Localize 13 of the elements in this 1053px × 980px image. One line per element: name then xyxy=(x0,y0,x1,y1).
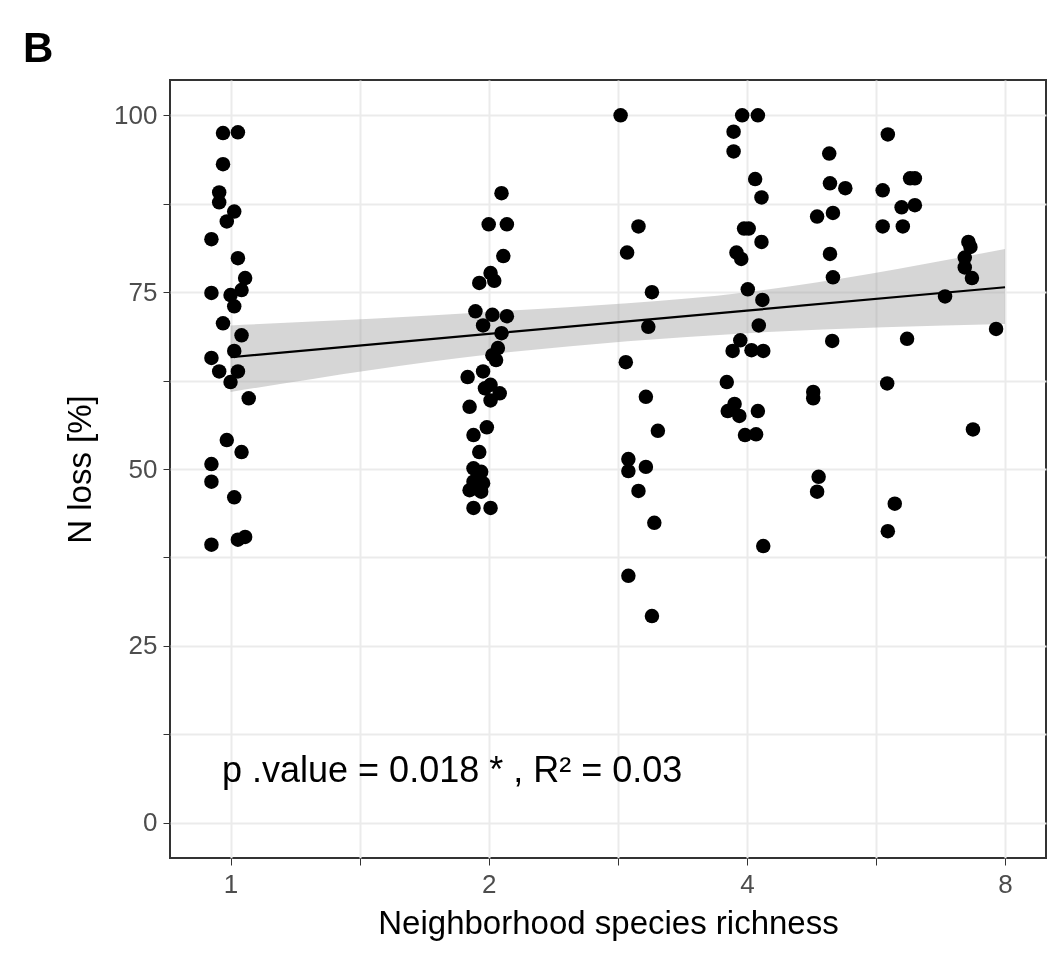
y-tick-label: 0 xyxy=(143,807,158,838)
y-axis-title: N loss [%] xyxy=(61,395,99,544)
chart-title: B xyxy=(23,24,54,71)
y-tick-label: 25 xyxy=(128,630,158,661)
x-tick-label: 4 xyxy=(740,868,755,899)
x-axis-title: Neighborhood species richness xyxy=(378,903,839,941)
x-tick-label: 8 xyxy=(998,868,1013,899)
y-tick-label: 75 xyxy=(128,276,158,307)
y-tick-label: 100 xyxy=(114,99,158,130)
annotation: p .value = 0.018 * , R² = 0.03 xyxy=(222,749,683,790)
y-tick-label: 50 xyxy=(128,453,158,484)
x-tick-label: 2 xyxy=(481,868,497,899)
x-tick-label: 1 xyxy=(223,868,239,899)
